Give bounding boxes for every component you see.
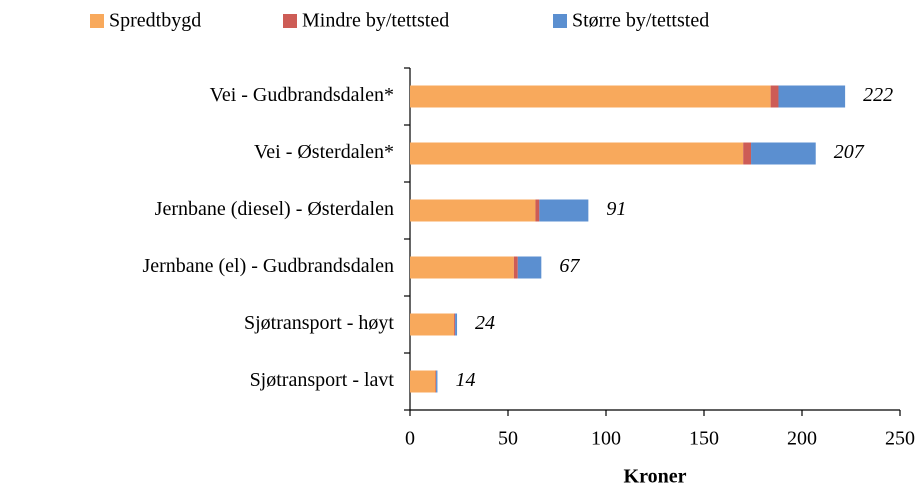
bar-segment [539, 199, 589, 222]
bar-segment [454, 313, 456, 336]
x-tick-label: 50 [498, 428, 518, 450]
y-tick-label: Sjøtransport - lavt [250, 369, 395, 391]
legend-label: Mindre by/tettsted [302, 10, 449, 32]
legend-swatch [283, 14, 297, 28]
bar-segment [410, 370, 436, 393]
y-tick-label: Vei - Østerdalen* [254, 141, 394, 163]
legend-swatch [553, 14, 567, 28]
legend-label: Større by/tettsted [572, 10, 709, 32]
legend-swatch [90, 14, 104, 28]
bar-segment [455, 313, 458, 336]
legend-label: Spredtbygd [109, 10, 201, 32]
bar-segment [410, 142, 744, 165]
total-label: 24 [475, 312, 495, 334]
bar-segment [535, 199, 540, 222]
bar-segment [435, 370, 437, 393]
y-tick-label: Jernbane (diesel) - Østerdalen [155, 198, 394, 220]
bar-segment [410, 313, 455, 336]
x-tick-label: 150 [689, 428, 719, 450]
bar-segment [751, 142, 816, 165]
x-tick-label: 250 [885, 428, 915, 450]
bar-segment [778, 85, 846, 108]
bar-segment [743, 142, 752, 165]
total-label: 91 [606, 198, 626, 220]
total-label: 14 [455, 369, 475, 391]
bar-segment [436, 370, 438, 393]
bar-segment [517, 256, 542, 279]
total-label: 67 [559, 255, 580, 277]
y-tick-label: Vei - Gudbrandsdalen* [210, 84, 394, 106]
total-label: 207 [834, 141, 865, 163]
x-axis-label: Kroner [624, 466, 687, 488]
y-tick-label: Jernbane (el) - Gudbrandsdalen [142, 255, 394, 277]
total-label: 222 [863, 84, 893, 106]
x-tick-label: 100 [591, 428, 621, 450]
y-tick-label: Sjøtransport - høyt [244, 312, 394, 334]
bar-segment [410, 85, 771, 108]
bar-segment [513, 256, 518, 279]
bar-segment [410, 256, 514, 279]
bar-segment [770, 85, 779, 108]
x-tick-label: 200 [787, 428, 817, 450]
bar-segment [410, 199, 536, 222]
x-tick-label: 0 [405, 428, 415, 450]
